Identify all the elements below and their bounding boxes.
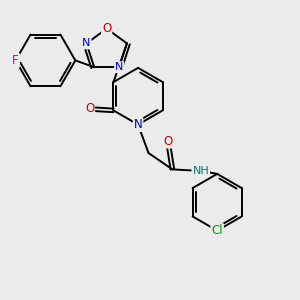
Text: Cl: Cl (212, 224, 223, 237)
Text: O: O (102, 22, 111, 35)
Text: N: N (115, 62, 123, 72)
Text: F: F (12, 54, 19, 67)
Text: N: N (82, 38, 91, 48)
Text: N: N (134, 118, 142, 131)
Text: O: O (163, 134, 172, 148)
Text: O: O (85, 102, 94, 116)
Text: NH: NH (192, 166, 209, 176)
